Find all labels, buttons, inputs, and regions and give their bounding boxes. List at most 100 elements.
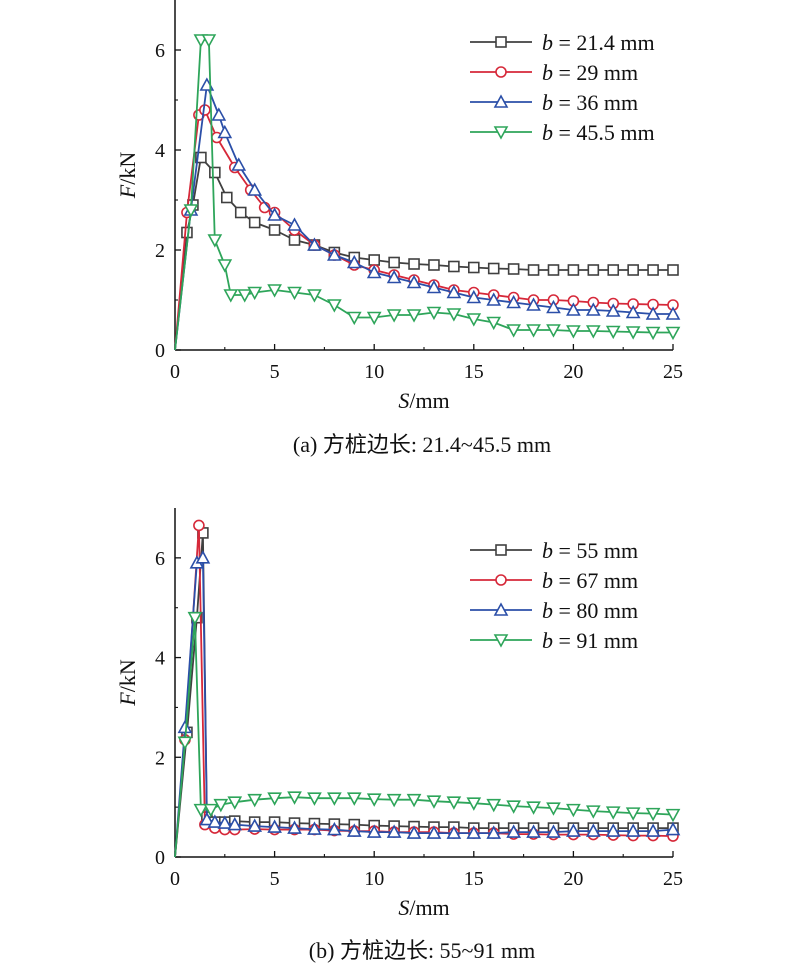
data-point: [585, 823, 601, 837]
data-point: [585, 805, 601, 819]
legend-label-var: b: [542, 30, 553, 55]
y-tick-label: 4: [155, 140, 165, 162]
data-point: [288, 234, 301, 246]
data-point: [386, 309, 402, 323]
data-point: [386, 269, 402, 284]
legend-marker: [493, 634, 509, 648]
x-tick-label: 0: [170, 868, 180, 890]
data-point: [547, 264, 560, 276]
data-point: [217, 259, 233, 273]
chart-caption: (b) 方桩边长: 55~91 mm: [309, 938, 535, 963]
series-2: [174, 77, 681, 351]
data-point: [227, 796, 243, 810]
legend-label-var: b: [542, 628, 553, 653]
data-point: [307, 821, 322, 835]
data-point: [211, 107, 227, 121]
x-axis-label-var: S: [398, 388, 409, 413]
data-point: [605, 303, 621, 317]
data-point: [466, 825, 482, 839]
data-point: [665, 326, 681, 341]
data-point: [207, 234, 223, 248]
data-point: [665, 306, 681, 320]
y-tick-label: 6: [155, 548, 165, 570]
data-point: [201, 34, 217, 48]
data-point: [227, 816, 243, 831]
data-point: [406, 309, 422, 323]
legend-label: b = 91 mm: [542, 628, 638, 653]
data-point: [217, 124, 233, 139]
x-tick-label: 25: [663, 361, 683, 383]
y-axis-label-unit: /kN: [115, 152, 140, 185]
data-point: [234, 206, 247, 219]
data-point: [426, 795, 442, 809]
data-point: [327, 299, 342, 313]
data-point: [207, 814, 223, 828]
data-point: [287, 791, 302, 805]
data-point: [327, 247, 342, 261]
legend-label-rest: = 21.4 mm: [553, 30, 655, 55]
data-point: [220, 191, 233, 204]
data-point: [267, 284, 282, 298]
data-point: [506, 294, 521, 309]
data-point: [566, 302, 581, 316]
data-point: [366, 264, 382, 279]
x-axis-label-unit: /mm: [409, 388, 449, 413]
data-point: [366, 793, 382, 807]
data-point: [665, 821, 681, 836]
y-tick-label: 0: [155, 847, 165, 869]
legend-label: b = 67 mm: [542, 568, 638, 593]
x-tick-label: 25: [663, 868, 683, 890]
legend-label-rest: = 36 mm: [553, 90, 638, 115]
legend-marker: [493, 602, 509, 616]
chart-caption: (a) 方桩边长: 21.4~45.5 mm: [293, 432, 551, 457]
y-axis-label-var: F: [115, 184, 140, 199]
data-point: [546, 802, 561, 816]
data-point: [486, 316, 502, 331]
data-point: [177, 736, 193, 750]
data-point: [665, 808, 681, 823]
x-tick-label: 5: [270, 868, 280, 890]
data-point: [327, 821, 342, 836]
data-point: [183, 204, 199, 218]
data-point: [346, 823, 362, 837]
data-point: [667, 264, 679, 276]
data-point: [585, 302, 601, 316]
legend-label-rest: = 80 mm: [553, 598, 638, 623]
data-point: [506, 824, 521, 838]
data-point: [446, 825, 462, 839]
data-point: [526, 824, 541, 838]
legend-label-var: b: [542, 90, 553, 115]
data-point: [627, 264, 639, 276]
legend-label: b = 36 mm: [542, 90, 638, 115]
data-point: [605, 325, 621, 340]
data-point: [605, 806, 621, 820]
data-point: [181, 226, 193, 239]
legend-marker: [495, 66, 507, 78]
data-point: [526, 324, 541, 338]
y-tick-label: 2: [155, 747, 165, 769]
legend-entry-0: b = 21.4 mm: [470, 30, 655, 55]
x-tick-label: 5: [270, 361, 280, 383]
legend-label: b = 29 mm: [542, 60, 638, 85]
data-point: [645, 823, 661, 837]
legend-label-rest: = 45.5 mm: [553, 120, 655, 145]
series-line: [174, 84, 673, 351]
data-point: [467, 261, 480, 274]
data-point: [566, 325, 581, 339]
data-point: [231, 157, 247, 171]
data-point: [195, 151, 207, 164]
data-point: [446, 308, 462, 322]
y-axis-label-unit: /kN: [115, 659, 140, 692]
data-point: [307, 792, 322, 806]
series-2: [174, 550, 681, 858]
data-point: [625, 807, 641, 821]
data-point: [605, 823, 621, 837]
data-point: [307, 289, 322, 303]
x-tick-label: 10: [364, 361, 384, 383]
data-point: [625, 823, 641, 837]
x-tick-label: 15: [464, 361, 484, 383]
data-point: [446, 284, 462, 299]
x-axis-label-var: S: [398, 895, 409, 920]
legend-label: b = 80 mm: [542, 598, 638, 623]
data-point: [426, 279, 442, 294]
